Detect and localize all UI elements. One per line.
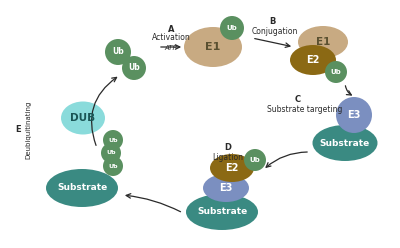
Ellipse shape <box>290 45 336 75</box>
Text: A: A <box>168 26 174 34</box>
Text: Ub: Ub <box>128 63 140 72</box>
Text: Conjugation: Conjugation <box>252 27 298 35</box>
Text: E1: E1 <box>316 37 330 47</box>
Text: Activation: Activation <box>152 33 190 42</box>
Text: Ub: Ub <box>112 48 124 57</box>
Text: Ub: Ub <box>250 157 260 163</box>
Circle shape <box>122 56 146 80</box>
Circle shape <box>103 130 123 150</box>
Text: Ub: Ub <box>108 137 118 143</box>
Circle shape <box>325 61 347 83</box>
Text: Substrate: Substrate <box>320 138 370 148</box>
Ellipse shape <box>61 101 105 134</box>
FancyArrowPatch shape <box>92 77 116 145</box>
Text: Ub: Ub <box>331 69 341 75</box>
Text: B: B <box>269 18 275 27</box>
Circle shape <box>101 143 121 163</box>
Ellipse shape <box>210 154 254 182</box>
Text: Ub: Ub <box>106 151 116 155</box>
Text: E: E <box>15 125 21 134</box>
Ellipse shape <box>312 125 378 161</box>
Text: ATP: ATP <box>165 45 177 51</box>
Circle shape <box>103 156 123 176</box>
Text: E2: E2 <box>306 55 320 65</box>
Ellipse shape <box>46 169 118 207</box>
Text: E1: E1 <box>205 42 221 52</box>
Ellipse shape <box>184 27 242 67</box>
Text: Substrate: Substrate <box>57 184 107 192</box>
Circle shape <box>105 39 131 65</box>
Text: Substrate targeting: Substrate targeting <box>267 105 343 115</box>
Text: DUB: DUB <box>70 113 96 123</box>
Text: Ligation: Ligation <box>212 153 244 161</box>
Text: Substrate: Substrate <box>197 208 247 217</box>
FancyArrowPatch shape <box>255 39 290 47</box>
FancyArrowPatch shape <box>346 86 351 95</box>
Ellipse shape <box>186 194 258 230</box>
Circle shape <box>336 97 372 133</box>
Text: E2: E2 <box>225 163 239 173</box>
Text: D: D <box>224 144 232 153</box>
Ellipse shape <box>203 174 249 202</box>
Circle shape <box>220 16 244 40</box>
FancyArrowPatch shape <box>126 194 180 212</box>
Text: Ub: Ub <box>108 163 118 168</box>
FancyArrowPatch shape <box>161 45 180 49</box>
Text: Deubiquitinating: Deubiquitinating <box>25 101 31 159</box>
FancyArrowPatch shape <box>266 152 307 167</box>
Text: E3: E3 <box>219 183 233 193</box>
Text: E3: E3 <box>347 110 361 120</box>
Ellipse shape <box>298 26 348 58</box>
Text: Ub: Ub <box>227 25 237 31</box>
Text: C: C <box>295 95 301 104</box>
Circle shape <box>244 149 266 171</box>
